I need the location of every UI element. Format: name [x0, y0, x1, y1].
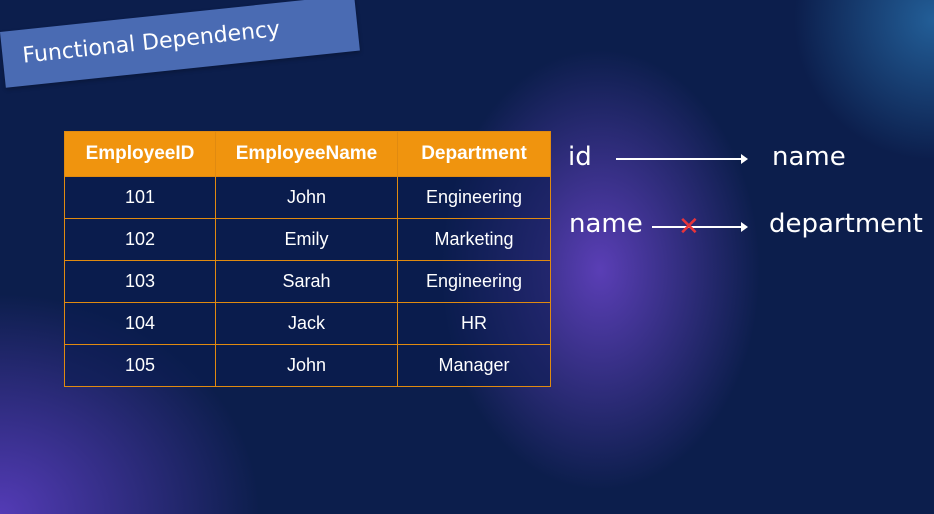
- cell-department: Engineering: [397, 260, 551, 303]
- cell-employeeid: 101: [64, 176, 216, 219]
- cell-employeename: John: [215, 344, 398, 387]
- cell-department: Manager: [397, 344, 551, 387]
- table-row: 105 John Manager: [64, 344, 551, 387]
- cell-employeename: John: [215, 176, 398, 219]
- dependency-1-to: name: [772, 142, 846, 172]
- table-row: 101 John Engineering: [64, 176, 551, 219]
- dependency-1-from: id: [568, 142, 592, 172]
- cell-department: Marketing: [397, 218, 551, 261]
- cell-employeename: Sarah: [215, 260, 398, 303]
- cell-employeename: Emily: [215, 218, 398, 261]
- table-header-row: EmployeeID EmployeeName Department: [64, 131, 551, 177]
- cell-employeename: Jack: [215, 302, 398, 345]
- cell-department: HR: [397, 302, 551, 345]
- cell-employeeid: 105: [64, 344, 216, 387]
- arrow-right-icon: [652, 222, 748, 232]
- dependency-2-to: department: [769, 209, 923, 239]
- table-row: 102 Emily Marketing: [64, 218, 551, 261]
- column-header-employeename: EmployeeName: [215, 131, 398, 177]
- dependency-2-from: name: [569, 209, 643, 239]
- employee-table: EmployeeID EmployeeName Department 101 J…: [64, 131, 551, 387]
- cell-employeeid: 104: [64, 302, 216, 345]
- table-row: 103 Sarah Engineering: [64, 260, 551, 303]
- table-row: 104 Jack HR: [64, 302, 551, 345]
- column-header-department: Department: [397, 131, 551, 177]
- column-header-employeeid: EmployeeID: [64, 131, 216, 177]
- arrow-right-icon: [616, 154, 748, 164]
- slide-title: Functional Dependency: [21, 16, 282, 69]
- cell-employeeid: 103: [64, 260, 216, 303]
- cross-icon: ✕: [678, 212, 700, 242]
- cell-employeeid: 102: [64, 218, 216, 261]
- cell-department: Engineering: [397, 176, 551, 219]
